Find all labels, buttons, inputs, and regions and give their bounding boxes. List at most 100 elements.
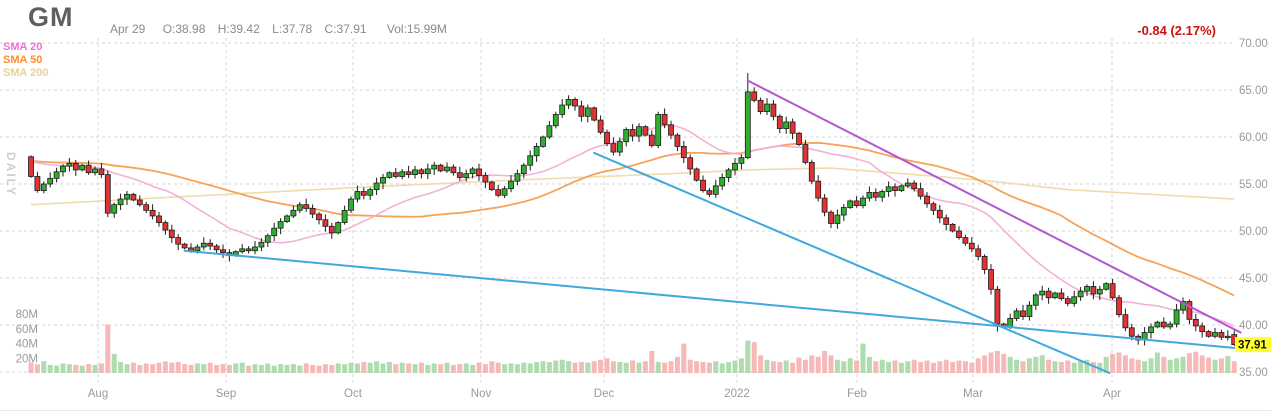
candle-body xyxy=(1045,290,1052,299)
volume-bar xyxy=(854,360,860,373)
candle-body xyxy=(181,243,188,249)
candle-body xyxy=(92,168,98,174)
candle-body xyxy=(207,242,214,247)
candle-body xyxy=(885,186,892,192)
resistance-trendline-purple[interactable] xyxy=(746,79,1242,334)
volume-bar xyxy=(1142,361,1148,373)
candle-body xyxy=(764,103,770,113)
candle-body xyxy=(392,172,399,177)
candle xyxy=(431,161,438,175)
candle xyxy=(815,175,822,202)
candle-body xyxy=(962,237,969,244)
volume-bar xyxy=(329,364,335,373)
volume-bar xyxy=(137,364,143,373)
candle-body xyxy=(1026,304,1033,317)
last-price-tag-bg xyxy=(1235,337,1271,353)
candle-body xyxy=(1218,332,1225,338)
candle-body xyxy=(1122,314,1129,329)
candle-body xyxy=(712,185,719,195)
price-axis-label: 45.00 xyxy=(1239,273,1268,285)
candle-body xyxy=(444,166,450,172)
volume-bar xyxy=(841,361,847,373)
candle-body xyxy=(1116,297,1122,316)
price-axis-label: 60.00 xyxy=(1239,132,1268,144)
candle-body xyxy=(1071,296,1078,304)
candle xyxy=(770,100,777,121)
candle xyxy=(725,167,732,183)
candle-body xyxy=(130,193,137,201)
candle-body xyxy=(156,215,162,223)
candle xyxy=(552,111,559,129)
time-axis[interactable]: Aug Sep Oct Nov Dec 2022 Feb Mar Apr xyxy=(88,388,1121,400)
legend-sma-50[interactable]: SMA 50 xyxy=(3,54,43,66)
support-trendline-long[interactable] xyxy=(183,249,1242,350)
month-label: Sep xyxy=(216,388,236,400)
candle xyxy=(597,115,604,135)
legend-sma-20[interactable]: SMA 20 xyxy=(3,41,43,53)
candle xyxy=(1058,288,1065,301)
candle-body xyxy=(540,136,546,147)
candle-body xyxy=(802,144,809,163)
quote-line: Apr 29 O:38.98 H:39.42 L:37.78 C:37.91 V… xyxy=(110,22,456,36)
month-label: Nov xyxy=(471,388,492,400)
candle xyxy=(572,97,578,111)
candle xyxy=(501,185,508,199)
volume-bar xyxy=(745,340,751,373)
candle-body xyxy=(284,215,290,223)
volume-bar xyxy=(726,361,732,373)
candle xyxy=(392,168,399,179)
candle-body xyxy=(853,200,860,207)
candle xyxy=(1212,327,1218,339)
candle-body xyxy=(354,191,361,200)
candle xyxy=(220,244,226,258)
volume-bar xyxy=(399,362,405,373)
volume-bar xyxy=(1148,358,1154,373)
candle xyxy=(200,237,207,251)
volume-axis-label: 20M xyxy=(16,353,38,365)
volume-bar xyxy=(111,353,117,373)
candle-body xyxy=(1058,292,1065,300)
candle-body xyxy=(815,180,822,199)
volume-bar xyxy=(988,352,994,373)
candle-body xyxy=(175,237,182,245)
candle-body xyxy=(117,198,124,206)
candle-body xyxy=(149,209,156,217)
candle xyxy=(860,195,866,209)
candle-body xyxy=(674,134,681,147)
candle xyxy=(162,220,169,235)
volume-bar xyxy=(476,362,482,373)
gridlines xyxy=(0,38,1232,384)
candle-body xyxy=(85,164,92,174)
volume-bar xyxy=(706,362,712,373)
resistance-trendline-steep[interactable] xyxy=(593,151,1111,374)
candle-body xyxy=(1160,321,1167,328)
candle-body xyxy=(636,126,642,137)
candle xyxy=(802,139,809,165)
candle-body xyxy=(956,230,962,238)
candle xyxy=(1032,292,1039,310)
price-axis[interactable]: 70.00 65.00 60.00 55.00 50.00 45.00 40.00 35.00 xyxy=(1239,38,1268,379)
volume-bar xyxy=(444,362,450,373)
legend-sma-200[interactable]: SMA 200 xyxy=(3,67,49,79)
volume-axis-label: 60M xyxy=(16,324,38,336)
volume-bar xyxy=(1231,361,1237,373)
month-label: Oct xyxy=(344,388,363,400)
candle xyxy=(117,193,124,211)
candle-body xyxy=(808,161,815,182)
volume-bar xyxy=(1103,356,1109,373)
candle xyxy=(687,154,694,175)
candle xyxy=(719,173,726,190)
volume-bar xyxy=(1174,358,1180,373)
volume-bar xyxy=(367,362,373,373)
volume-bar xyxy=(604,358,610,373)
volume-bar xyxy=(815,356,821,373)
candle-body xyxy=(559,104,566,115)
candles xyxy=(28,73,1238,346)
candle xyxy=(53,167,60,183)
quote-date: Apr 29 xyxy=(110,22,146,36)
candle xyxy=(783,116,790,134)
month-label: Apr xyxy=(1103,388,1121,400)
volume-bar xyxy=(431,363,437,373)
candle-body xyxy=(1205,331,1212,337)
